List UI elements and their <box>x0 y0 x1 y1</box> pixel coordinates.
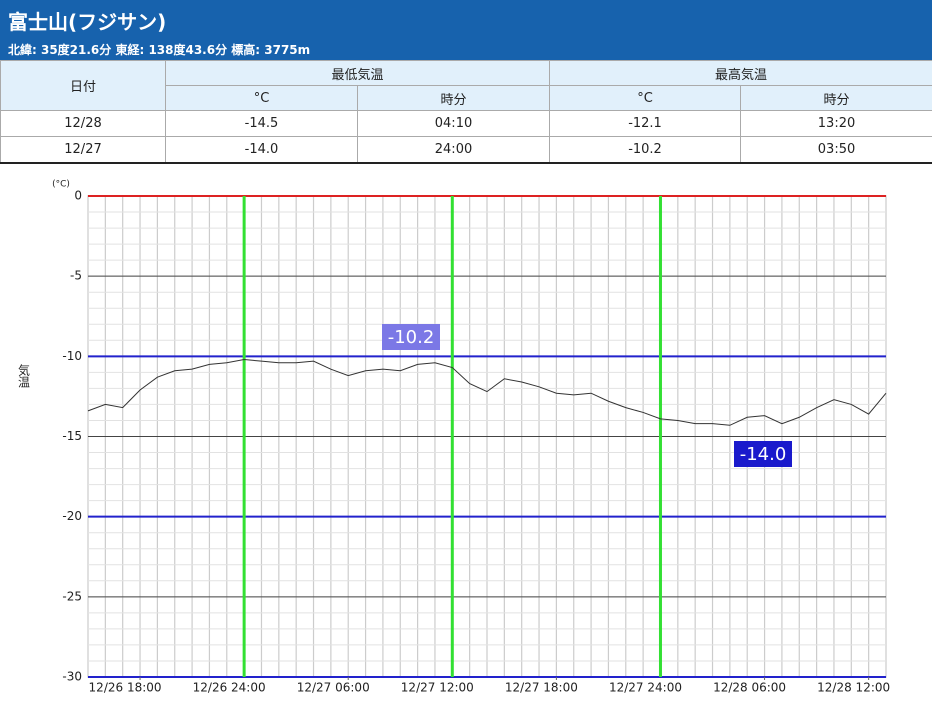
x-tick-label: 12/27 12:00 <box>401 681 474 695</box>
subheader-cell: 時分 <box>356 85 551 111</box>
annotation-text: -14.0 <box>740 444 787 465</box>
cell: 13:20 <box>740 110 932 137</box>
subheader-cell: 時分 <box>740 85 932 111</box>
cell: -14.0 <box>165 136 358 164</box>
cell: -14.5 <box>165 110 358 137</box>
header-cell: 最低気温 <box>164 60 551 86</box>
subheader-cell: °C <box>549 85 742 111</box>
y-tick-label: -20 <box>62 509 82 523</box>
cell: 03:50 <box>740 136 932 164</box>
x-tick-label: 12/26 18:00 <box>89 681 162 695</box>
y-tick-label: 0 <box>74 189 82 203</box>
chart: (°C) 気温 0 -5 -10 -15 -20 -25 -30 12/26 18:00 12/… <box>17 180 891 695</box>
subtitle: 北緯: 35度21.6分 東経: 138度43.6分 標高: 3775m <box>8 43 311 57</box>
y-unit: (°C) <box>52 180 70 190</box>
y-tick-label: -30 <box>62 670 82 684</box>
title: 富士山(フジサン) <box>8 10 167 34</box>
x-tick-label: 12/28 06:00 <box>713 681 786 695</box>
x-tick-label: 12/27 18:00 <box>505 681 578 695</box>
header-cell: 日付 <box>0 60 166 111</box>
cell: 04:10 <box>356 110 551 137</box>
table: 日付 最低気温 最高気温 °C 時分 °C 時分 12/28 -14.5 04:… <box>0 60 932 164</box>
subheader-cell: °C <box>165 85 358 111</box>
header-cell: 最高気温 <box>549 60 932 86</box>
x-tick-label: 12/27 24:00 <box>609 681 682 695</box>
annotation-box <box>382 324 440 350</box>
cell: -10.2 <box>549 136 742 164</box>
cell: 24:00 <box>356 136 551 164</box>
x-tick-label: 12/28 12:00 <box>817 681 890 695</box>
y-tick-label: -5 <box>70 269 82 283</box>
y-tick-label: -25 <box>62 589 82 603</box>
cell: 12/28 <box>0 110 166 137</box>
cell: 12/27 <box>0 136 166 164</box>
temperature-line <box>87 359 887 426</box>
header: 富士山(フジサン) 北緯: 35度21.6分 東経: 138度43.6分 標高:… <box>0 0 932 60</box>
annotation-text: -10.2 <box>388 327 435 348</box>
y-tick-label: -15 <box>62 429 82 443</box>
annotation: -10.2 <box>382 324 440 350</box>
y-tick-label: -10 <box>62 349 82 363</box>
annotation: -14.0 <box>734 441 792 467</box>
y-axis-label: 気温 <box>17 363 31 388</box>
x-tick-label: 12/26 24:00 <box>193 681 266 695</box>
x-tick-label: 12/27 06:00 <box>297 681 370 695</box>
cell: -12.1 <box>549 110 742 137</box>
annotation-box <box>734 441 792 467</box>
